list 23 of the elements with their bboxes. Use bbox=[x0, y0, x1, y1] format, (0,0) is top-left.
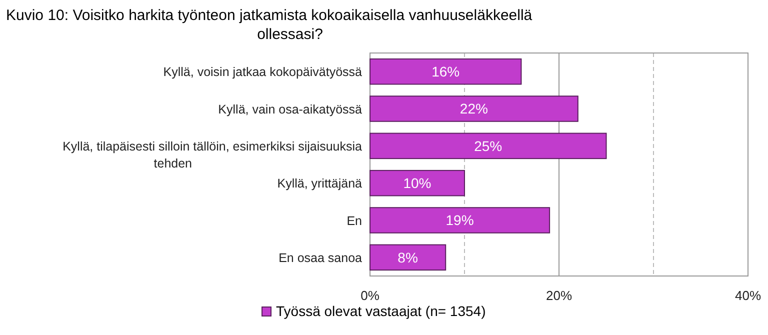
bar bbox=[370, 132, 607, 160]
text: 22% bbox=[460, 100, 488, 117]
y-tick-label: En bbox=[346, 214, 362, 228]
y-tick-label: Kyllä, yrittäjänä bbox=[277, 176, 362, 191]
text: 25% bbox=[474, 138, 502, 154]
y-tick-label: Kyllä, vain osa-aikatyössä bbox=[218, 102, 362, 116]
text: 19% bbox=[446, 212, 474, 228]
bar bbox=[370, 207, 550, 234]
bar bbox=[370, 244, 446, 271]
legend-label: Työssä olevat vastaajat (n= 1354) bbox=[276, 303, 486, 319]
chart-title: Kuvio 10: Voisitko harkita työnteon jatkamista kokoaikaisella vanhuuseläkkeellä ollessasi? bbox=[6, 7, 533, 43]
y-tick-label: En osaa sanoa bbox=[278, 250, 362, 265]
bar bbox=[370, 58, 522, 85]
text: 10% bbox=[403, 174, 432, 191]
y-tick-label: Kyllä, voisin jatkaa kokopäivätyössä bbox=[163, 65, 362, 80]
y-tick-label: Kyllä, tilapäisesti silloin tällöin, esimerkiksi sijaisuuksia tehden bbox=[62, 139, 362, 170]
x-tick-label: 20% bbox=[546, 288, 572, 303]
text: 16% bbox=[432, 63, 460, 80]
text: 8% bbox=[398, 249, 418, 266]
bar bbox=[370, 96, 578, 122]
x-tick-label: 0% bbox=[360, 288, 380, 303]
x-tick-label: 40% bbox=[734, 288, 762, 303]
bar bbox=[370, 170, 465, 196]
